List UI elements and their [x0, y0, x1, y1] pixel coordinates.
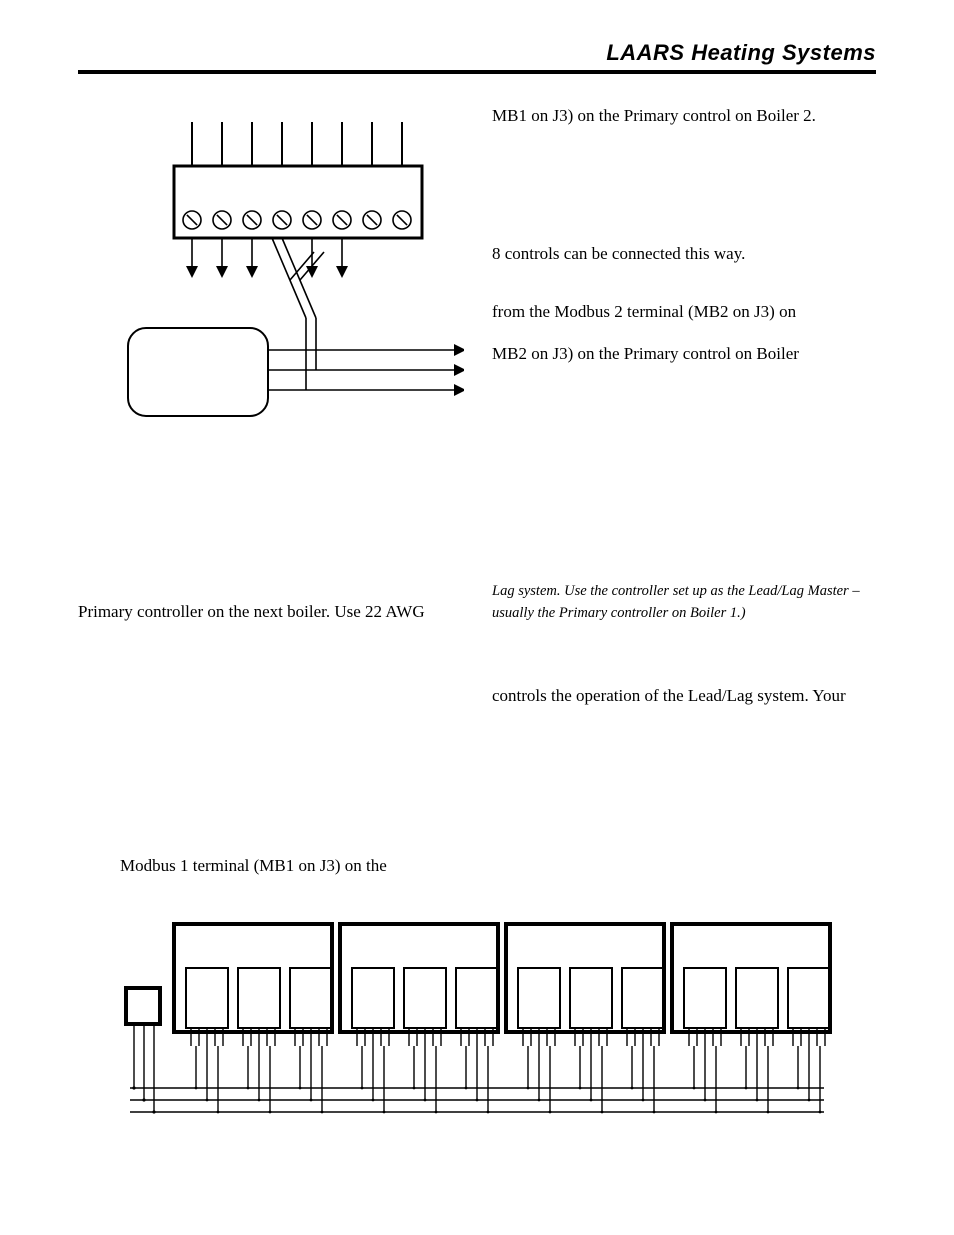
note-text: usually the Primary controller on Boiler… [492, 602, 876, 625]
header-rule [78, 70, 876, 74]
body-text: controls the operation of the Lead/Lag s… [492, 680, 876, 712]
terminal-block-svg [104, 94, 464, 524]
body-text: 8 controls can be connected this way. [492, 238, 876, 270]
multi-boiler-bus-svg [120, 920, 834, 1148]
body-text: MB1 on J3) on the Primary control on Boi… [492, 100, 876, 132]
page-header-title: LAARS Heating Systems [606, 40, 876, 66]
body-text: Modbus 1 terminal (MB1 on J3) on the [120, 850, 520, 882]
body-text: from the Modbus 2 terminal (MB2 on J3) o… [492, 296, 876, 328]
terminal-block-diagram [104, 94, 464, 524]
note-text: Lag system. Use the controller set up as… [492, 580, 876, 603]
multi-boiler-bus-diagram [120, 920, 834, 1148]
body-text: MB2 on J3) on the Primary control on Boi… [492, 338, 876, 370]
body-text: Primary controller on the next boiler. U… [78, 596, 468, 628]
